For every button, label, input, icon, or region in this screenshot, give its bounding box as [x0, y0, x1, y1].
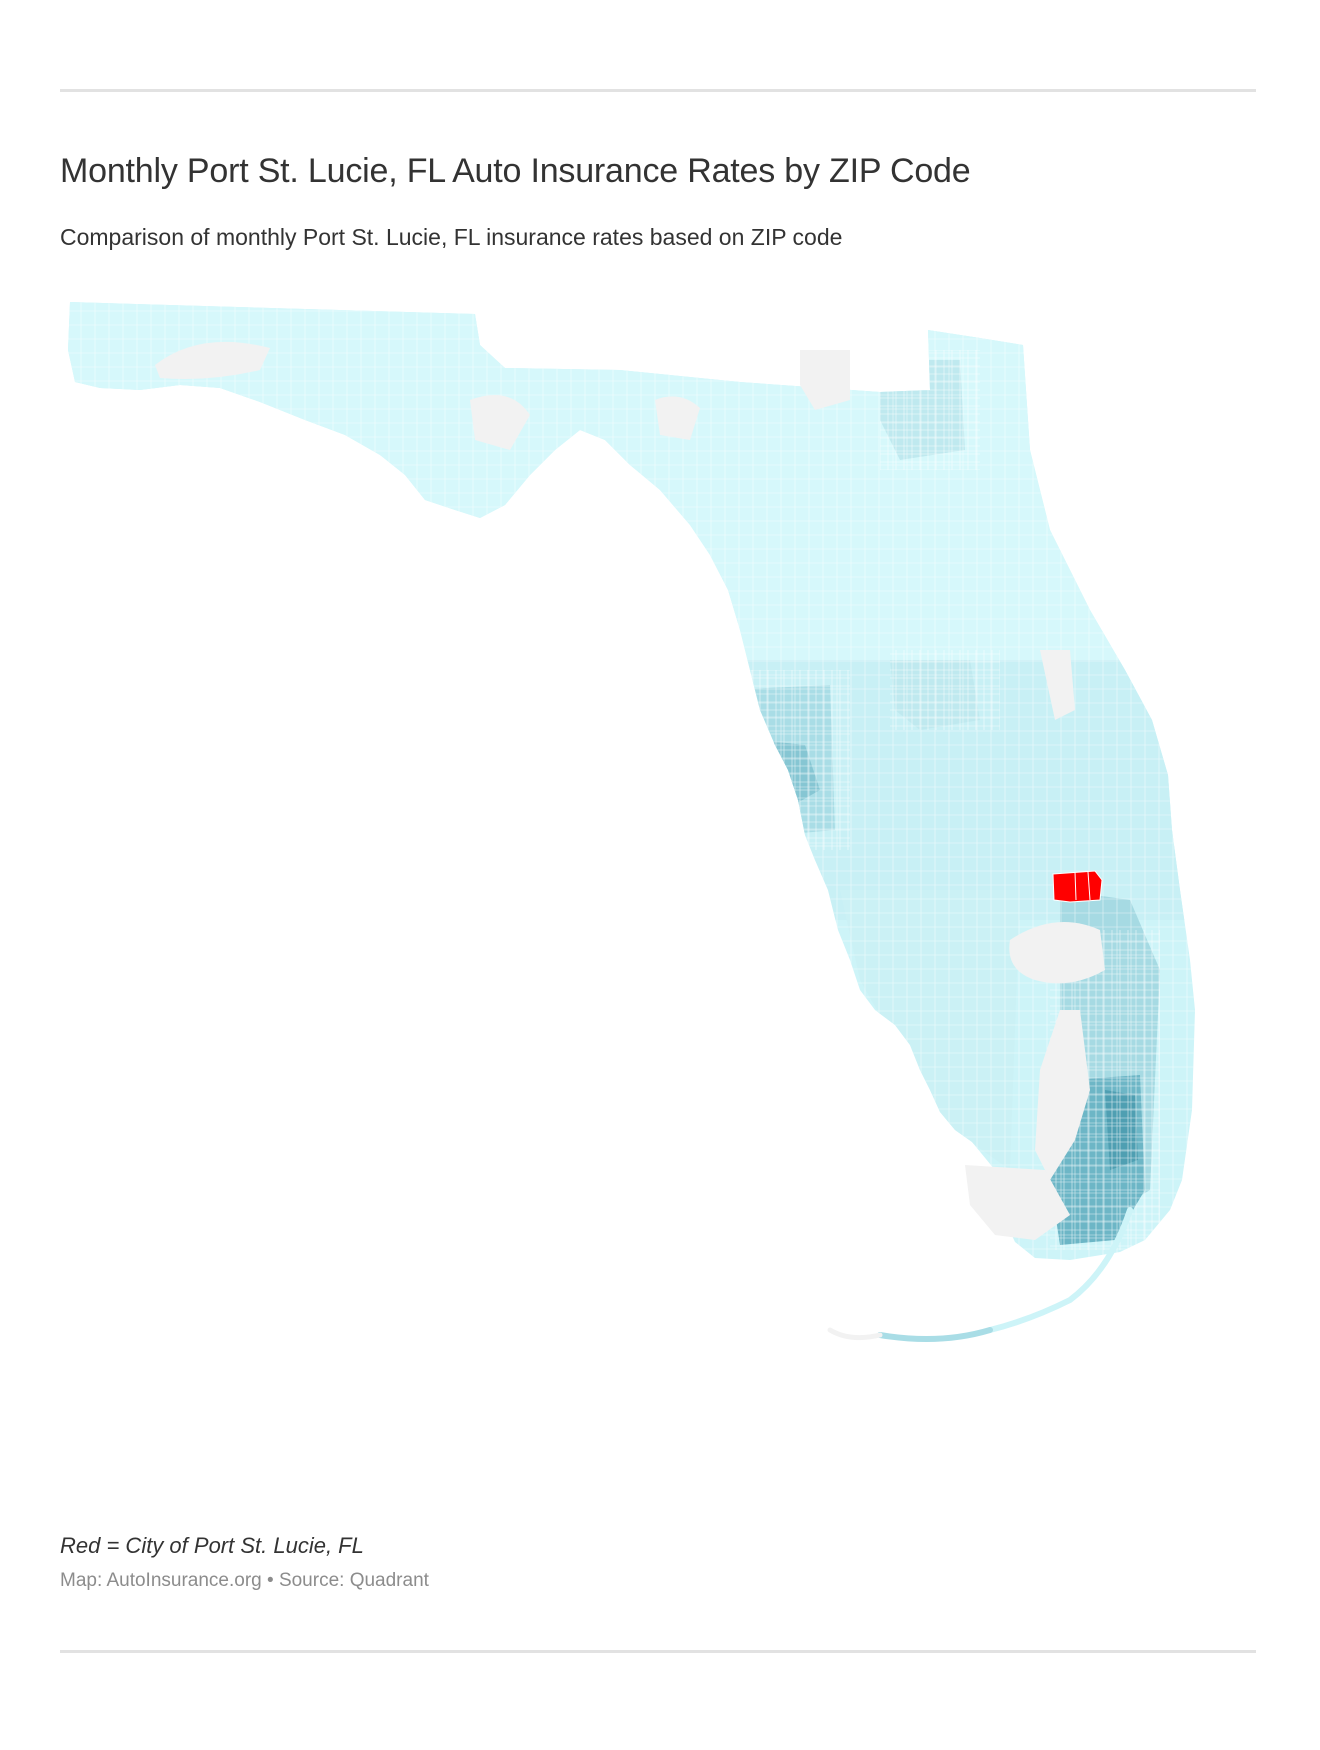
- no-data-areas: [155, 341, 1105, 1240]
- keys-west: [827, 1327, 883, 1341]
- no-data-everglades: [1035, 1010, 1090, 1180]
- florida-zip-map: [60, 290, 1260, 1510]
- map-credit: Map: AutoInsurance.org • Source: Quadran…: [60, 1570, 429, 1591]
- no-data-panhandle-bay: [155, 341, 270, 379]
- no-data-cape-canaveral: [1040, 650, 1075, 720]
- no-data-lake-okeechobee: [1009, 922, 1105, 984]
- port-st-lucie-zip-borders: [1074, 871, 1091, 901]
- top-divider: [60, 89, 1256, 92]
- bottom-divider: [60, 1650, 1256, 1653]
- page-subtitle: Comparison of monthly Port St. Lucie, FL…: [60, 224, 843, 250]
- no-data-apalachicola: [470, 395, 530, 450]
- page-title: Monthly Port St. Lucie, FL Auto Insuranc…: [60, 152, 971, 190]
- no-data-everglades-south: [965, 1165, 1070, 1240]
- zip-boundaries-tampa: [720, 670, 850, 850]
- keys-upper: [987, 1207, 1133, 1333]
- map-svg: [68, 302, 1195, 1342]
- zip-boundaries-jacksonville: [880, 350, 980, 470]
- no-data-osceola-forest: [800, 350, 850, 410]
- zip-boundaries-orlando: [890, 650, 1000, 730]
- florida-keys: [827, 1207, 1133, 1342]
- legend-note: Red = City of Port St. Lucie, FL: [60, 1533, 364, 1558]
- keys-lower: [877, 1327, 993, 1342]
- no-data-north-central: [655, 396, 700, 440]
- port-st-lucie-highlight: [1052, 870, 1103, 903]
